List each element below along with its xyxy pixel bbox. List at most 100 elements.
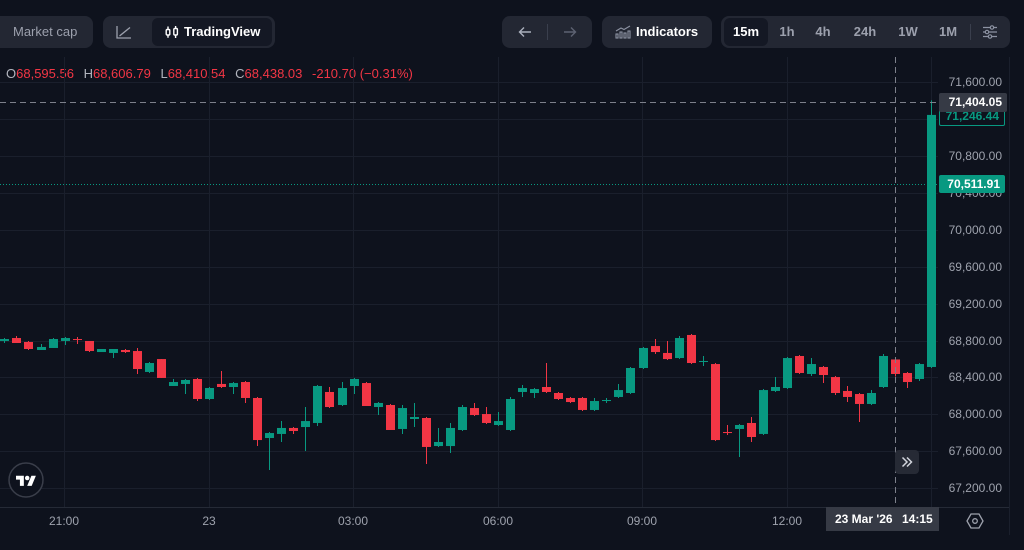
candle bbox=[253, 396, 262, 447]
candle-body bbox=[687, 334, 696, 364]
time-tick: 09:00 bbox=[626, 514, 658, 528]
candle-body bbox=[241, 382, 250, 398]
candle bbox=[855, 392, 864, 422]
candle bbox=[470, 402, 479, 417]
candle bbox=[313, 384, 322, 427]
candle-body bbox=[590, 401, 599, 410]
candle bbox=[24, 340, 33, 351]
indicators-icon bbox=[615, 25, 631, 39]
candle bbox=[338, 382, 347, 407]
ohlc-legend: O68,595.56 H68,606.79 L68,410.54 C68,438… bbox=[6, 66, 419, 82]
candle-body bbox=[651, 346, 660, 353]
candle bbox=[626, 366, 635, 395]
candle bbox=[566, 396, 575, 403]
candle-body bbox=[97, 348, 106, 353]
candle bbox=[37, 344, 46, 351]
candle-body bbox=[747, 422, 756, 438]
timeframe-15m[interactable]: 15m bbox=[724, 18, 768, 46]
candle-body bbox=[458, 407, 467, 430]
time-tick: 06:00 bbox=[482, 514, 514, 528]
timeframe-1w[interactable]: 1W bbox=[898, 24, 918, 39]
price-tick: 70,000.00 bbox=[948, 223, 1002, 237]
candle-body bbox=[855, 394, 864, 404]
candle-body bbox=[350, 378, 359, 386]
low-label: L bbox=[160, 66, 168, 81]
arrow-right-icon[interactable] bbox=[562, 24, 578, 40]
candle bbox=[362, 382, 371, 407]
candle-body bbox=[169, 382, 178, 386]
candle-body bbox=[121, 350, 130, 353]
market-cap-label: Market cap bbox=[13, 24, 78, 39]
tradingview-toggle-button[interactable]: TradingView bbox=[152, 18, 272, 46]
candle-body bbox=[759, 390, 768, 434]
candle bbox=[193, 377, 202, 402]
candle-body bbox=[783, 358, 792, 389]
candle-body bbox=[843, 390, 852, 397]
timeframe-1m[interactable]: 1M bbox=[938, 24, 958, 39]
timeframe-1h[interactable]: 1h bbox=[779, 24, 795, 39]
tradingview-logo[interactable] bbox=[8, 462, 44, 498]
candle bbox=[434, 427, 443, 447]
candle-body bbox=[133, 351, 142, 370]
candle-body bbox=[410, 416, 419, 420]
line-chart-icon[interactable] bbox=[115, 24, 133, 40]
tradingview-label: TradingView bbox=[184, 24, 261, 39]
candle bbox=[639, 346, 648, 370]
candle-body bbox=[542, 387, 551, 392]
candle bbox=[831, 376, 840, 396]
candle bbox=[506, 396, 515, 432]
scale-settings-icon[interactable] bbox=[966, 513, 984, 529]
timeframe-selector: 15m 1h 4h 24h 1W 1M bbox=[721, 16, 1010, 48]
time-tick: 12:00 bbox=[771, 514, 803, 528]
candle bbox=[386, 403, 395, 430]
scroll-to-realtime-button[interactable] bbox=[895, 450, 919, 474]
candle-body bbox=[530, 389, 539, 393]
candle-body bbox=[265, 433, 274, 439]
candle bbox=[121, 348, 130, 353]
candle-body bbox=[277, 427, 286, 434]
timeframe-4h[interactable]: 4h bbox=[815, 24, 831, 39]
candle bbox=[494, 412, 503, 427]
candle-body bbox=[362, 383, 371, 407]
candle-body bbox=[915, 364, 924, 379]
candle bbox=[145, 362, 154, 373]
candle bbox=[422, 416, 431, 465]
candle bbox=[169, 378, 178, 386]
market-cap-button[interactable]: Market cap bbox=[0, 16, 93, 48]
candle bbox=[217, 371, 226, 389]
candle bbox=[843, 385, 852, 403]
candle-body bbox=[0, 339, 9, 341]
nav-divider bbox=[547, 24, 548, 40]
grid bbox=[0, 57, 938, 507]
candle-body bbox=[891, 359, 900, 374]
candle-body bbox=[109, 348, 118, 353]
candle-body bbox=[867, 392, 876, 404]
candle bbox=[687, 333, 696, 365]
candle bbox=[265, 432, 274, 471]
candle bbox=[711, 363, 720, 442]
candle-body bbox=[253, 397, 262, 441]
candle bbox=[915, 363, 924, 382]
candle-body bbox=[663, 352, 672, 360]
low-value: 68,410.54 bbox=[167, 66, 226, 81]
sliders-icon[interactable] bbox=[981, 24, 999, 40]
candle-body bbox=[639, 347, 648, 368]
candle bbox=[879, 353, 888, 389]
candle-body bbox=[193, 378, 202, 399]
arrow-left-icon[interactable] bbox=[517, 24, 533, 40]
candle bbox=[97, 348, 106, 353]
candle-body bbox=[735, 425, 744, 429]
candle-body bbox=[61, 338, 70, 341]
candle-body bbox=[578, 397, 587, 410]
candle bbox=[133, 347, 142, 374]
indicators-button[interactable]: Indicators bbox=[602, 16, 712, 48]
candle-body bbox=[518, 388, 527, 392]
timeframe-24h[interactable]: 24h bbox=[853, 24, 877, 39]
candle bbox=[109, 348, 118, 359]
candle bbox=[554, 391, 563, 401]
candle bbox=[482, 407, 491, 424]
double-chevron-right-icon bbox=[900, 455, 914, 469]
candle bbox=[12, 335, 21, 343]
candle-body bbox=[205, 388, 214, 399]
